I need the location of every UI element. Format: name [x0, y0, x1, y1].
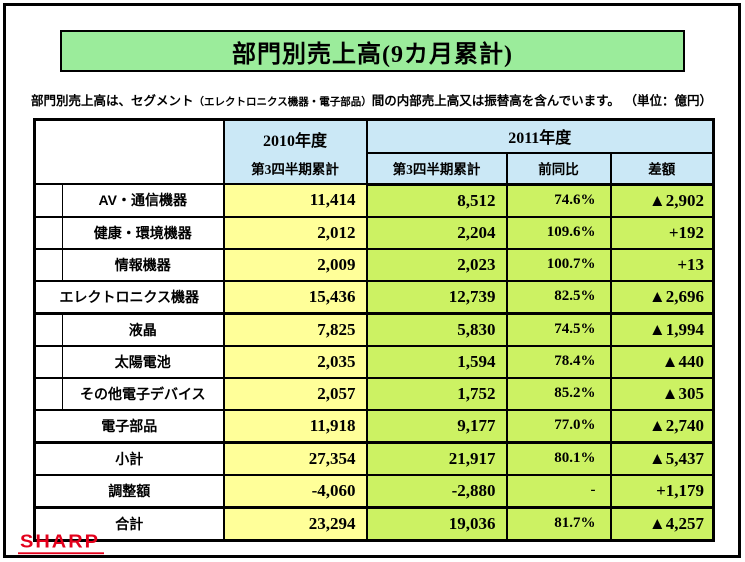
note: 部門別売上高は、セグメント（エレクトロニクス機器・電子部品）間の内部売上高又は振…	[31, 90, 620, 109]
table-header: 2010年度 第3四半期累計 2011年度 第3四半期累計 前同比 差額	[33, 118, 715, 186]
cell-fy2010: 7,825	[222, 312, 368, 347]
cell-fy2010: 2,057	[222, 376, 368, 411]
cell-fy2011: -2,880	[365, 473, 508, 509]
cell-yoy: 74.5%	[505, 312, 612, 347]
row-label: 電子部品	[33, 408, 225, 444]
note-row: 部門別売上高は、セグメント（エレクトロニクス機器・電子部品）間の内部売上高又は振…	[31, 90, 712, 109]
cell-fy2010: 23,294	[222, 506, 368, 541]
cell-fy2010: 2,009	[222, 247, 368, 282]
table-row: エレクトロニクス機器 15,436 12,739 82.5% ▲2,696	[33, 279, 715, 315]
row-label: 合計	[33, 506, 225, 541]
cell-diff: ▲5,437	[609, 441, 715, 476]
row-label: 太陽電池	[62, 344, 225, 379]
cell-fy2010: -4,060	[222, 473, 368, 509]
cell-diff: ▲1,994	[609, 312, 715, 347]
table-row: 健康・環境機器 2,012 2,204 109.6% +192	[33, 215, 715, 250]
cell-diff: ▲4,257	[609, 506, 715, 541]
row-label: 液晶	[62, 312, 225, 347]
table-row: 合計 23,294 19,036 81.7% ▲4,257	[33, 506, 715, 541]
cell-fy2011: 21,917	[365, 441, 508, 476]
cell-yoy: 100.7%	[505, 247, 612, 282]
table-row: 調整額 -4,060 -2,880- +1,179	[33, 473, 715, 509]
table-row: 小計 27,354 21,917 80.1% ▲5,437	[33, 441, 715, 476]
cell-yoy: 82.5%	[505, 279, 612, 315]
table-body: AV・通信機器 11,414 8,512 74.6% ▲2,902 健康・環境機器 2,01…	[33, 183, 715, 541]
cell-yoy: -	[505, 473, 612, 509]
cell-diff: ▲2,696	[609, 279, 715, 315]
header-fy2010-q3: 第3四半期累計	[251, 161, 339, 177]
cell-diff: ▲2,902	[609, 183, 715, 218]
row-label: その他電子デバイス	[62, 376, 225, 411]
row-indent-cell	[33, 215, 63, 250]
cell-fy2011: 2,204	[365, 215, 508, 250]
cell-fy2011: 5,830	[365, 312, 508, 347]
cell-diff: ▲305	[609, 376, 715, 411]
cell-fy2010: 15,436	[222, 279, 368, 315]
cell-fy2010: 11,414	[222, 183, 368, 218]
header-yoy: 前同比	[505, 151, 612, 186]
cell-yoy: 85.2%	[505, 376, 612, 411]
cell-fy2011: 1,752	[365, 376, 508, 411]
header-fy2011-q3: 第3四半期累計	[365, 152, 508, 186]
segment-sales-table: 2010年度 第3四半期累計 2011年度 第3四半期累計 前同比 差額 AV・…	[33, 118, 715, 542]
page-title: 部門別売上高(9カ月累計)	[60, 30, 685, 72]
cell-diff: ▲2,740	[609, 408, 715, 444]
cell-fy2011: 9,177	[365, 408, 508, 444]
cell-diff: ▲440	[609, 344, 715, 379]
row-indent-cell	[33, 344, 63, 379]
table-row: 液晶 7,825 5,830 74.5% ▲1,994	[33, 312, 715, 347]
cell-yoy: 80.1%	[505, 441, 612, 476]
note-pre: 部門別売上高は、セグメント	[31, 94, 194, 108]
row-label: 調整額	[33, 473, 225, 509]
table-row: 太陽電池 2,035 1,594 78.4% ▲440	[33, 344, 715, 379]
cell-yoy: 77.0%	[505, 408, 612, 444]
sharp-logo: SHARP	[18, 533, 105, 555]
cell-fy2010: 2,012	[222, 215, 368, 250]
cell-fy2011: 19,036	[365, 506, 508, 541]
header-diff: 差額	[609, 151, 715, 186]
cell-fy2010: 27,354	[222, 441, 368, 476]
table-row: 電子部品 11,918 9,177 77.0% ▲2,740	[33, 408, 715, 444]
table-row: その他電子デバイス 2,057 1,752 85.2% ▲305	[33, 376, 715, 411]
table-row: AV・通信機器 11,414 8,512 74.6% ▲2,902	[33, 183, 715, 218]
note-segment-detail: （エレクトロニクス機器・電子部品）	[193, 96, 372, 108]
slide-border	[3, 3, 741, 558]
cell-diff: +192	[609, 215, 715, 250]
row-indent-cell	[33, 247, 63, 282]
table-row: 情報機器 2,009 2,023 100.7% +13	[33, 247, 715, 282]
row-indent-cell	[33, 376, 63, 411]
row-label: 情報機器	[62, 247, 225, 282]
cell-fy2010: 11,918	[222, 408, 368, 444]
header-corner-cell	[33, 118, 225, 185]
header-fy2011: 2011年度	[365, 118, 715, 154]
row-indent-cell	[33, 183, 63, 218]
row-label: AV・通信機器	[62, 183, 225, 218]
note-post: 間の内部売上高又は振替高を含んでいます。	[371, 94, 620, 108]
cell-diff: +13	[609, 247, 715, 282]
row-label: 小計	[33, 441, 225, 476]
cell-fy2011: 12,739	[365, 279, 508, 315]
row-label: 健康・環境機器	[62, 215, 225, 250]
row-label: エレクトロニクス機器	[33, 279, 225, 315]
cell-diff: +1,179	[609, 473, 715, 509]
cell-fy2011: 8,512	[365, 183, 508, 218]
cell-yoy: 74.6%	[505, 183, 612, 218]
cell-yoy: 81.7%	[505, 506, 612, 541]
cell-yoy: 78.4%	[505, 344, 612, 379]
cell-fy2010: 2,035	[222, 344, 368, 379]
unit-label: （単位：億円）	[624, 94, 712, 108]
cell-fy2011: 1,594	[365, 344, 508, 379]
row-indent-cell	[33, 312, 63, 347]
cell-fy2011: 2,023	[365, 247, 508, 282]
cell-yoy: 109.6%	[505, 215, 612, 250]
header-fy2010-year: 2010年度	[262, 132, 327, 150]
header-fy2010: 2010年度 第3四半期累計	[222, 118, 368, 185]
